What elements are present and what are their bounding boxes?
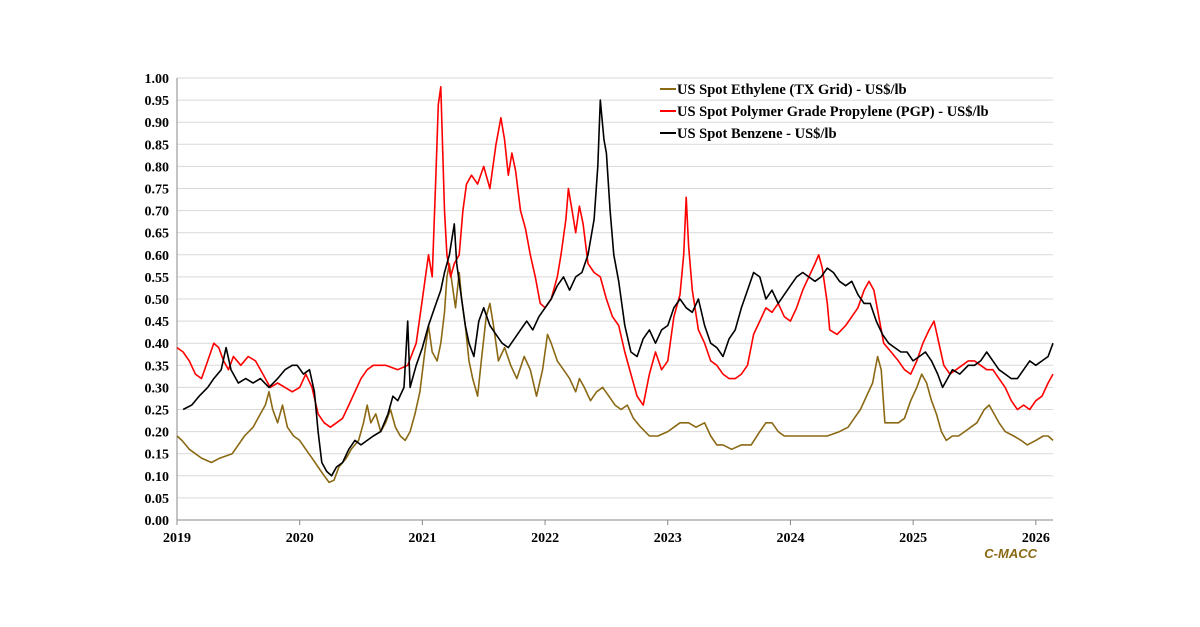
legend-label-propylene: US Spot Polymer Grade Propylene (PGP) - … xyxy=(677,104,989,120)
legend: US Spot Ethylene (TX Grid) - US$/lb US S… xyxy=(660,82,989,142)
y-tick-label: 0.55 xyxy=(145,271,170,286)
y-tick-label: 0.70 xyxy=(145,205,170,220)
y-tick-label: 0.10 xyxy=(145,470,170,485)
y-tick-label: 0.65 xyxy=(145,227,170,242)
y-tick-label: 1.00 xyxy=(145,72,170,87)
y-tick-label: 0.35 xyxy=(145,359,170,374)
y-tick-label: 0.45 xyxy=(145,315,170,330)
y-tick-label: 0.05 xyxy=(145,492,170,507)
series-line-ethylene xyxy=(176,262,1054,484)
y-tick-label: 0.95 xyxy=(145,94,170,109)
y-tick-label: 0.25 xyxy=(145,404,170,419)
y-tick-label: 0.85 xyxy=(145,138,170,153)
x-tick-label: 2020 xyxy=(286,531,314,546)
y-tick-label: 0.60 xyxy=(145,249,170,264)
y-tick-label: 0.00 xyxy=(145,514,170,529)
x-tick-label: 2026 xyxy=(1022,531,1050,546)
y-tick-label: 0.40 xyxy=(145,337,170,352)
axes: 0.00 0.05 0.10 0.15 0.20 0.25 0.30 0.35 0.40 0.45… xyxy=(145,72,1053,546)
brand-watermark: C-MACC xyxy=(984,546,1037,561)
series-line-propylene xyxy=(176,86,1054,428)
x-tick-label: 2022 xyxy=(531,531,559,546)
y-tick-label: 0.30 xyxy=(145,381,170,396)
y-tick-label: 0.90 xyxy=(145,116,170,131)
series-line-benzene xyxy=(182,99,1054,477)
y-tick-label: 0.20 xyxy=(145,426,170,441)
legend-label-benzene: US Spot Benzene - US$/lb xyxy=(677,126,837,142)
y-tick-label: 0.50 xyxy=(145,293,170,308)
gridlines xyxy=(177,77,1053,499)
series-lines xyxy=(176,86,1054,484)
x-tick-label: 2024 xyxy=(776,531,804,546)
y-tick-label: 0.15 xyxy=(145,448,170,463)
x-tick-label: 2021 xyxy=(408,531,436,546)
y-tick-label: 0.75 xyxy=(145,183,170,198)
x-tick-label: 2025 xyxy=(899,531,927,546)
x-tick-label: 2023 xyxy=(654,531,682,546)
legend-label-ethylene: US Spot Ethylene (TX Grid) - US$/lb xyxy=(677,82,907,98)
x-tick-label: 2019 xyxy=(163,531,191,546)
y-tick-label: 0.80 xyxy=(145,160,170,175)
